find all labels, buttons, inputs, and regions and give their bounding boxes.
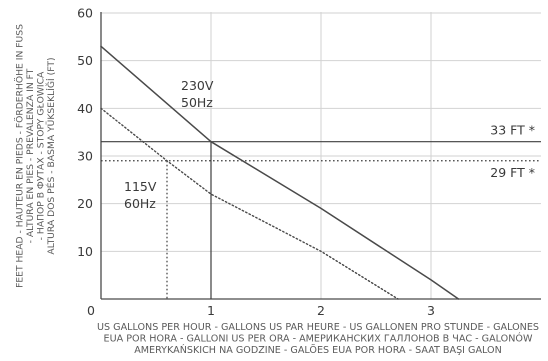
x-axis-title-line: EUA POR HORA - GALLONI US PER ORA - АМЕР… [104,332,533,345]
y-axis-title-line: ALTURA DOS PÉS - BASMA YÜKSEKLİĞİ (FT) [45,57,57,254]
series-label-115v: 115V [124,179,157,194]
y-axis-title-line: FEET HEAD - HAUTEUR EN PIEDS - FÖRDERHÖH… [14,24,25,288]
x-tick-label: 3 [427,303,435,318]
x-tick-label: 1 [207,303,215,318]
gridlines [101,12,541,299]
series-lines [100,45,460,300]
series-line-230v [100,45,460,300]
series-label-230v: 230V [181,78,214,93]
chart-text: 10 20 30 40 50 60 0 1 2 3 33 FT * 29 FT * 230V 50Hz 11… [14,5,539,356]
y-axis-title-line: - ALTURA EN PIES - PREVALENZA IN FT [25,68,36,243]
x-tick-label: 2 [317,303,325,318]
series-label-115v: 60Hz [124,196,156,211]
series-line-115v [100,107,399,300]
reference-lines [101,141,541,299]
reference-line-label: 29 FT * [490,165,535,180]
y-axis-title-line: - НАПОР В ФУТАХ - STOPY GŁOWICA [35,71,46,240]
y-tick-label: 50 [77,53,93,68]
reference-line-label: 33 FT * [490,123,535,138]
series-label-230v: 50Hz [181,95,213,110]
y-tick-label: 30 [77,148,93,163]
y-tick-label: 10 [77,244,93,259]
y-tick-label: 60 [77,5,93,20]
x-axis-title-line: AMERYKAŃSKICH NA GODZINE - GALÕES EUA PO… [134,343,502,356]
y-tick-label: 20 [77,196,93,211]
y-tick-label: 40 [77,101,93,116]
x-tick-label: 0 [87,303,95,318]
axes [100,12,541,300]
x-axis-title-line: US GALLONS PER HOUR - GALLONS US PAR HEU… [97,322,539,333]
